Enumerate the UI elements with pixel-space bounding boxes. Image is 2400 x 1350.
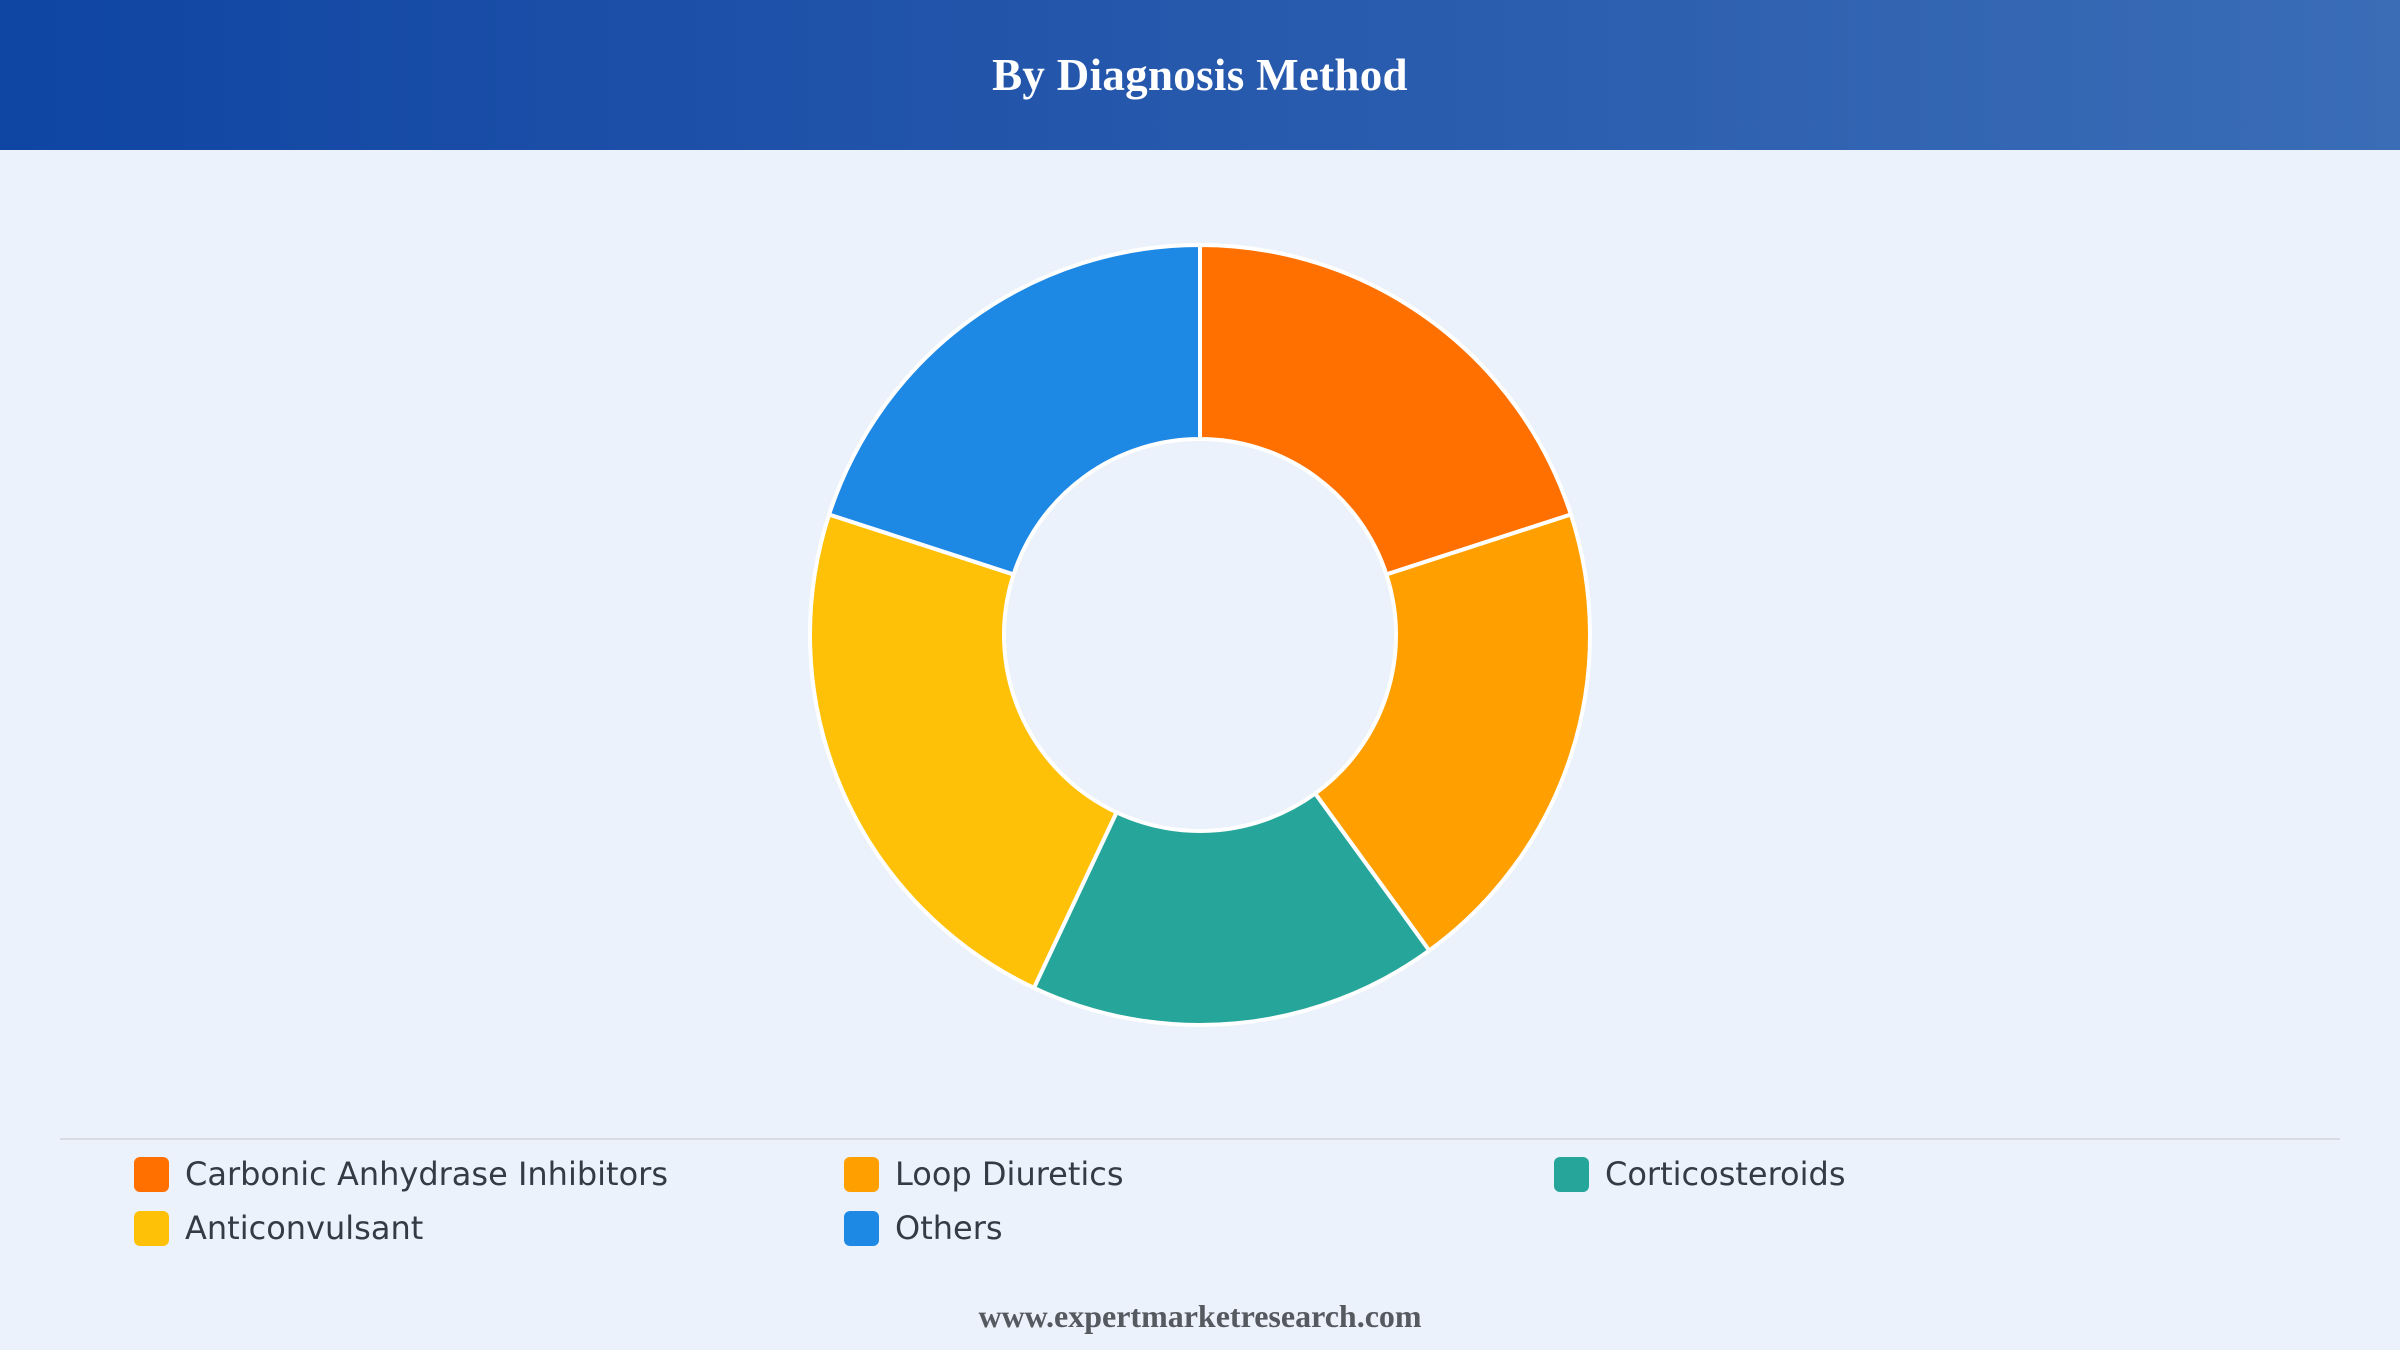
legend-label: Corticosteroids — [1605, 1155, 1846, 1193]
chart-title: By Diagnosis Method — [992, 50, 1408, 100]
legend-swatch — [134, 1156, 169, 1192]
legend-swatch — [134, 1210, 169, 1246]
legend-divider — [60, 1138, 2340, 1140]
legend-label: Others — [895, 1209, 1003, 1247]
legend-label: Carbonic Anhydrase Inhibitors — [185, 1155, 668, 1193]
chart-area — [0, 150, 2400, 1130]
legend-item-loop-diuretics[interactable]: Loop Diuretics — [844, 1155, 1554, 1193]
donut-slice-anticonvulsant[interactable] — [808, 512, 1119, 990]
donut-slice-carbonic-anhydrase-inhibitors[interactable] — [1198, 243, 1573, 577]
legend-swatch — [1554, 1156, 1589, 1192]
legend-item-corticosteroids[interactable]: Corticosteroids — [1554, 1155, 2234, 1193]
legend-item-anticonvulsant[interactable]: Anticonvulsant — [134, 1209, 844, 1247]
donut-slice-corticosteroids[interactable] — [1031, 791, 1432, 1027]
legend-item-carbonic-anhydrase-inhibitors[interactable]: Carbonic Anhydrase Inhibitors — [134, 1155, 844, 1193]
legend-label: Loop Diuretics — [895, 1155, 1124, 1193]
chart-legend: Carbonic Anhydrase Inhibitors Loop Diuret… — [134, 1155, 2234, 1247]
legend-label: Anticonvulsant — [185, 1209, 424, 1247]
donut-chart — [808, 243, 1592, 1027]
legend-swatch — [844, 1210, 879, 1246]
source-footer: www.expertmarketresearch.com — [978, 1298, 1422, 1334]
donut-slice-loop-diuretics[interactable] — [1313, 512, 1592, 953]
legend-item-others[interactable]: Others — [844, 1209, 1554, 1247]
donut-slice-others[interactable] — [827, 243, 1202, 577]
legend-swatch — [844, 1156, 879, 1192]
header-bar: By Diagnosis Method — [0, 0, 2400, 150]
